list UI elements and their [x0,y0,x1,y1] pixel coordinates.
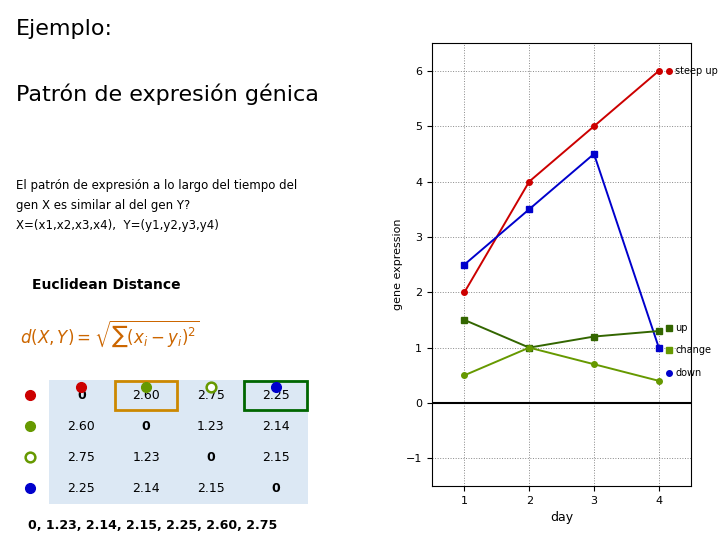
FancyBboxPatch shape [243,380,308,410]
Text: 1.23: 1.23 [132,451,160,464]
Text: 0: 0 [77,389,86,402]
Text: steep up: steep up [675,66,718,76]
FancyBboxPatch shape [179,472,243,504]
Text: 2.60: 2.60 [68,420,95,433]
FancyBboxPatch shape [114,410,179,442]
Text: 2.75: 2.75 [197,389,225,402]
FancyBboxPatch shape [179,442,243,472]
FancyBboxPatch shape [243,410,308,442]
FancyBboxPatch shape [49,380,114,410]
FancyBboxPatch shape [49,442,114,472]
Text: $\it{d}(\it{X},\it{Y}) = \sqrt{\sum(\it{x}_i - \it{y}_i)^2}$: $\it{d}(\it{X},\it{Y}) = \sqrt{\sum(\it{… [19,319,199,349]
Text: 2.15: 2.15 [197,482,225,495]
FancyBboxPatch shape [243,472,308,504]
Text: Ejemplo:: Ejemplo: [16,18,112,38]
Y-axis label: gene expression: gene expression [393,219,403,310]
Text: El patrón de expresión a lo largo del tiempo del
gen X es similar al del gen Y?
: El patrón de expresión a lo largo del ti… [16,179,297,232]
Text: 0: 0 [271,482,280,495]
Text: 2.14: 2.14 [261,420,289,433]
Text: 2.25: 2.25 [68,482,95,495]
Text: 2.25: 2.25 [261,389,289,402]
Text: 0, 1.23, 2.14, 2.15, 2.25, 2.60, 2.75: 0, 1.23, 2.14, 2.15, 2.25, 2.60, 2.75 [28,519,277,532]
Text: 2.75: 2.75 [68,451,95,464]
FancyBboxPatch shape [114,472,179,504]
FancyBboxPatch shape [49,410,114,442]
FancyBboxPatch shape [114,380,179,410]
X-axis label: day: day [550,511,573,524]
Text: change: change [675,346,711,355]
FancyBboxPatch shape [179,410,243,442]
FancyBboxPatch shape [179,380,243,410]
Text: 2.60: 2.60 [132,389,160,402]
Text: Patrón de expresión génica: Patrón de expresión génica [16,83,318,105]
Text: 2.14: 2.14 [132,482,160,495]
Text: 0: 0 [207,451,215,464]
Text: 0: 0 [142,420,150,433]
Text: Euclidean Distance: Euclidean Distance [32,278,181,292]
Text: 2.15: 2.15 [261,451,289,464]
FancyBboxPatch shape [114,442,179,472]
Text: up: up [675,323,688,333]
FancyBboxPatch shape [49,472,114,504]
Text: down: down [675,368,701,377]
FancyBboxPatch shape [243,442,308,472]
Text: 1.23: 1.23 [197,420,225,433]
